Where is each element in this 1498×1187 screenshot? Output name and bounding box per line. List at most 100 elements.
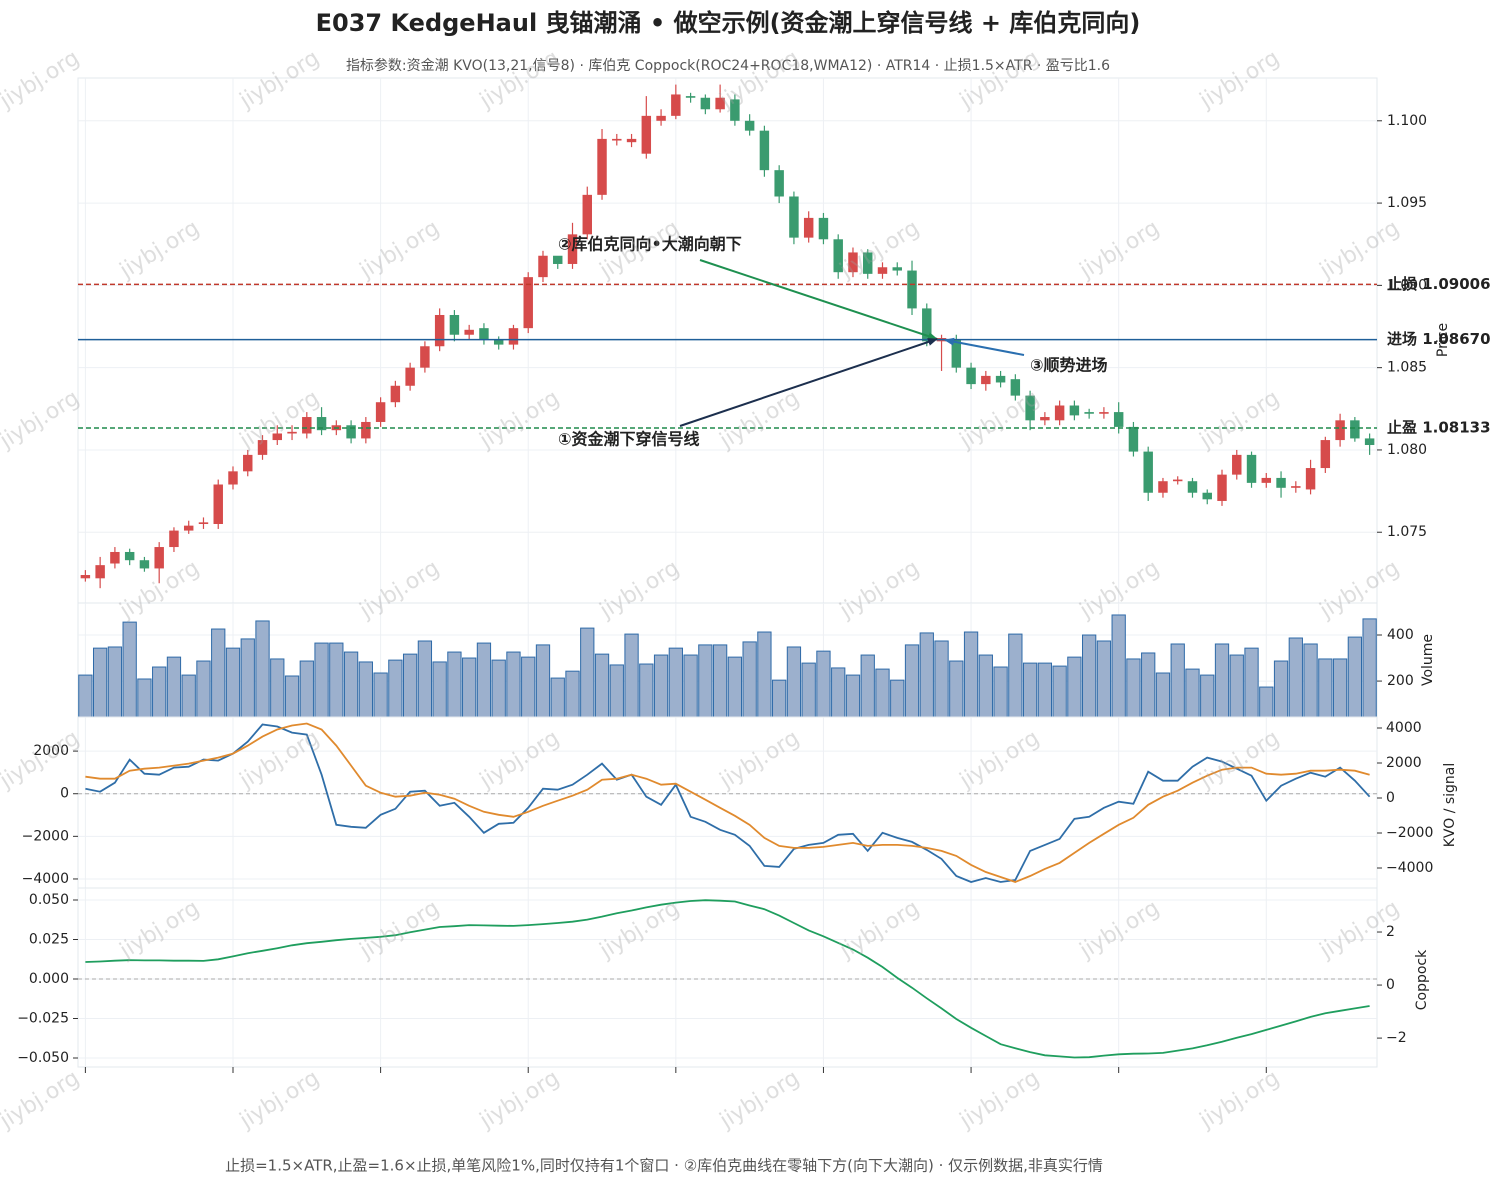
volume-bar: [78, 674, 93, 718]
volume-bar: [1008, 633, 1023, 718]
volume-bar: [92, 647, 108, 718]
annotation: ①资金潮下穿信号线: [558, 430, 700, 449]
volume-bar: [1362, 618, 1377, 718]
candle-body: [966, 367, 976, 385]
y-axis-label: Volume: [1420, 634, 1436, 686]
panel-frame: [77, 887, 1378, 1068]
volume-bar: [639, 663, 654, 718]
candle-body: [228, 471, 238, 485]
volume-bar: [875, 668, 890, 718]
volume-bar: [919, 632, 934, 718]
candle-body: [346, 425, 356, 439]
chart-title: E037 KedgeHaul 曳锚潮涌 • 做空示例(资金潮上穿信号线 + 库伯…: [316, 9, 1141, 37]
volume-bar: [1244, 647, 1259, 718]
volume-bar: [934, 640, 949, 718]
volume-bar: [772, 679, 787, 718]
candle-body: [1172, 479, 1183, 482]
candle-body: [759, 130, 770, 171]
candle-body: [848, 252, 858, 273]
volume-bar: [1170, 643, 1185, 718]
y-axis-label: Price: [1435, 323, 1451, 357]
volume-bar: [831, 667, 846, 718]
volume-bar: [196, 660, 211, 718]
volume-bar: [801, 662, 816, 718]
volume-bar: [402, 653, 418, 718]
volume-bar: [506, 651, 521, 718]
volume-bar: [1141, 652, 1156, 718]
volume-bar: [1318, 658, 1333, 718]
volume-bar: [211, 628, 226, 718]
candle-body: [700, 97, 711, 110]
volume-bar: [786, 646, 802, 718]
y-tick-label: 0: [60, 786, 69, 802]
candle-body: [715, 97, 725, 110]
candle-body: [1335, 420, 1345, 441]
y-axis-label: Coppock: [1414, 949, 1430, 1010]
candle-body: [243, 454, 253, 472]
volume-bar: [1155, 672, 1171, 718]
volume-bar: [521, 656, 536, 718]
candle-body: [272, 433, 283, 441]
volume-bar: [890, 679, 905, 718]
volume-bar: [816, 650, 831, 718]
candle-body: [1232, 454, 1242, 475]
y2-tick-label: 2000: [1386, 755, 1422, 771]
volume-bar: [1288, 637, 1303, 718]
candle-body: [626, 138, 637, 143]
volume-bar: [1185, 668, 1200, 718]
series-line: [85, 722, 1370, 883]
y-tick-label: 1.100: [1387, 113, 1427, 129]
candle-body: [907, 270, 917, 309]
candle-body: [302, 417, 312, 434]
candle-body: [434, 314, 445, 347]
candle-body: [1350, 420, 1360, 439]
volume-bar: [1214, 643, 1230, 718]
candle-body: [508, 328, 519, 345]
candle-body: [154, 547, 164, 569]
y2-tick-label: 0: [1386, 977, 1395, 993]
volume-bar: [373, 672, 388, 718]
volume-bar: [107, 646, 123, 718]
candle-body: [833, 239, 843, 273]
candle-body: [538, 255, 548, 278]
volume-bar: [1259, 686, 1274, 718]
candle-body: [198, 522, 209, 525]
volume-bar: [1082, 634, 1097, 718]
y-tick-label: −2000: [22, 828, 69, 844]
candle-body: [420, 346, 430, 368]
volume-bar: [1303, 643, 1318, 718]
candle-body: [612, 138, 622, 141]
candle-body: [80, 575, 91, 579]
candle-body: [1261, 477, 1272, 483]
volume-bar: [462, 657, 477, 718]
volume-bar: [1126, 658, 1141, 718]
volume-bar: [1111, 614, 1126, 718]
volume-bar: [565, 670, 580, 718]
y-tick-label: 0.025: [29, 932, 69, 948]
candle-body: [1276, 477, 1286, 488]
candle-body: [818, 217, 829, 240]
volume-bar: [727, 656, 743, 718]
candle-body: [1010, 379, 1021, 396]
candle-body: [479, 328, 489, 340]
candle-body: [1187, 481, 1198, 493]
candle-body: [1025, 395, 1035, 421]
candle-body: [774, 170, 784, 197]
y2-tick-label: 2: [1386, 924, 1395, 940]
candle-body: [1217, 474, 1227, 501]
candle-body: [287, 431, 297, 434]
volume-bar: [270, 658, 285, 718]
candle-body: [1364, 438, 1375, 446]
volume-bar: [1096, 640, 1112, 718]
volume-bar: [624, 633, 639, 718]
annotation-arrow: [679, 338, 938, 427]
volume-bar: [845, 674, 861, 718]
y-tick-label: 1.085: [1387, 360, 1427, 376]
volume-bar: [742, 641, 757, 718]
candle-body: [375, 402, 386, 422]
volume-bar: [240, 638, 255, 718]
volume-bar: [1200, 674, 1215, 718]
candle-body: [1320, 440, 1331, 469]
volume-bar: [1022, 662, 1038, 718]
